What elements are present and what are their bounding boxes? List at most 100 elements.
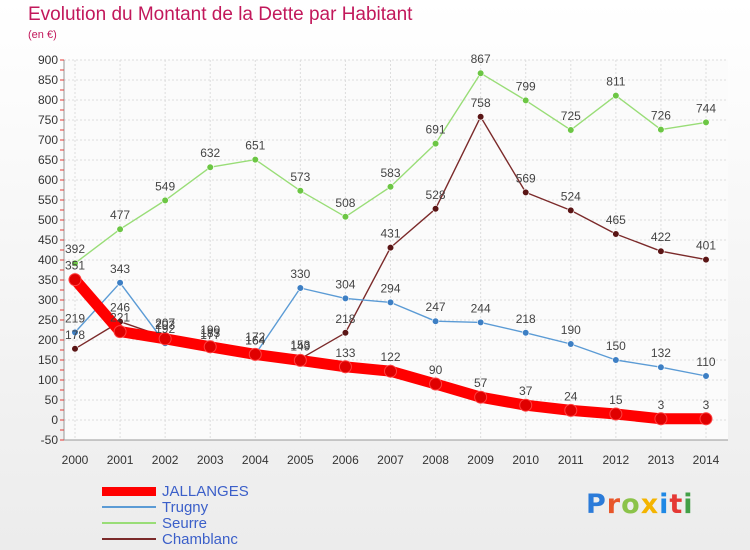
data-point [341, 294, 350, 303]
x-tick-label: 2006 [332, 453, 359, 467]
y-tick-label: 600 [38, 173, 58, 187]
data-point [477, 318, 485, 327]
data-point [564, 403, 578, 417]
data-label: 221 [110, 311, 130, 325]
data-label: 431 [380, 227, 400, 241]
data-label: 150 [606, 339, 626, 353]
data-point [477, 69, 485, 77]
legend-item: JALLANGES [102, 483, 249, 500]
y-tick-label: 800 [38, 93, 58, 107]
x-tick-label: 2007 [377, 453, 404, 467]
data-point [71, 259, 79, 267]
data-label: 37 [519, 384, 533, 398]
data-label: 203 [155, 318, 175, 332]
y-tick-label: 450 [38, 233, 58, 247]
data-point [386, 183, 395, 191]
logo-letter: P [586, 489, 607, 520]
y-tick-label: 0 [51, 413, 58, 427]
data-label: 726 [651, 109, 671, 123]
proxiti-logo: Proxiti [586, 489, 694, 520]
data-point [158, 332, 172, 346]
data-label: 422 [651, 230, 671, 244]
legend-swatch [102, 506, 156, 508]
data-point [702, 118, 710, 126]
data-point [612, 356, 620, 364]
data-label: 549 [155, 179, 175, 193]
data-label: 691 [426, 123, 446, 137]
y-tick-label: 900 [38, 53, 58, 67]
data-point [702, 372, 710, 380]
chart-title: Evolution du Montant de la Dette par Hab… [28, 4, 413, 25]
data-label: 508 [335, 196, 355, 210]
data-label: 573 [290, 170, 310, 184]
data-label: 246 [110, 301, 130, 315]
data-point [206, 163, 214, 171]
data-label: 133 [335, 346, 355, 360]
data-label: 867 [471, 52, 491, 66]
data-label: 172 [245, 330, 265, 344]
data-point [384, 364, 397, 378]
x-tick-label: 2012 [603, 453, 630, 467]
data-label: 122 [380, 350, 400, 364]
data-point [567, 126, 575, 134]
data-label: 15 [609, 393, 623, 407]
legend-item: Chamblanc [102, 530, 249, 548]
data-point [386, 244, 395, 252]
logo-letter: o [621, 489, 641, 520]
legend-swatch [102, 538, 156, 540]
x-tick-label: 2013 [648, 453, 675, 467]
y-tick-label: 750 [38, 113, 58, 127]
data-label: 218 [335, 312, 355, 326]
data-label: 3 [703, 398, 710, 412]
data-point [71, 328, 79, 337]
data-point [654, 412, 668, 426]
data-point [203, 340, 217, 354]
data-label: 343 [110, 262, 130, 276]
x-tick-label: 2001 [107, 453, 134, 467]
y-tick-label: 100 [38, 373, 58, 387]
data-label: 725 [561, 109, 581, 123]
data-point [296, 187, 304, 195]
y-tick-label: 400 [38, 253, 58, 267]
data-label: 758 [471, 96, 491, 110]
x-tick-label: 2005 [287, 453, 314, 467]
data-point [567, 340, 575, 348]
data-label: 153 [290, 338, 310, 352]
data-point [341, 329, 350, 337]
data-point [431, 140, 440, 148]
data-label: 528 [426, 188, 446, 202]
logo-letter: x [640, 489, 660, 520]
data-label: 218 [516, 312, 536, 326]
data-label: 132 [651, 346, 671, 360]
x-tick-label: 2000 [62, 453, 89, 467]
legend-swatch [102, 486, 156, 496]
legend-item: Seurre [102, 515, 249, 532]
y-tick-label: 150 [38, 353, 58, 367]
chart-legend: JALLANGES Trugny Seurre Chamblanc [102, 483, 249, 548]
data-label: 3 [658, 398, 665, 412]
data-point [657, 363, 665, 371]
data-label: 110 [696, 355, 715, 369]
x-tick-label: 2009 [467, 453, 494, 467]
logo-letter: r [606, 489, 622, 520]
y-tick-label: -50 [41, 433, 59, 447]
y-tick-label: 300 [38, 293, 58, 307]
x-tick-label: 2008 [422, 453, 449, 467]
legend-swatch [102, 522, 156, 524]
data-label: 244 [471, 301, 491, 315]
data-label: 178 [65, 328, 85, 342]
data-label: 651 [245, 139, 265, 153]
data-label: 632 [200, 146, 220, 160]
data-point [248, 347, 262, 361]
x-tick-label: 2011 [558, 453, 584, 467]
legend-label: Chamblanc [162, 530, 238, 548]
y-tick-label: 850 [38, 73, 58, 87]
data-point [612, 230, 620, 238]
plot-area [64, 60, 728, 440]
y-tick-label: 700 [38, 133, 58, 147]
data-point [522, 329, 530, 337]
data-point [612, 91, 620, 100]
data-label: 247 [426, 300, 446, 314]
